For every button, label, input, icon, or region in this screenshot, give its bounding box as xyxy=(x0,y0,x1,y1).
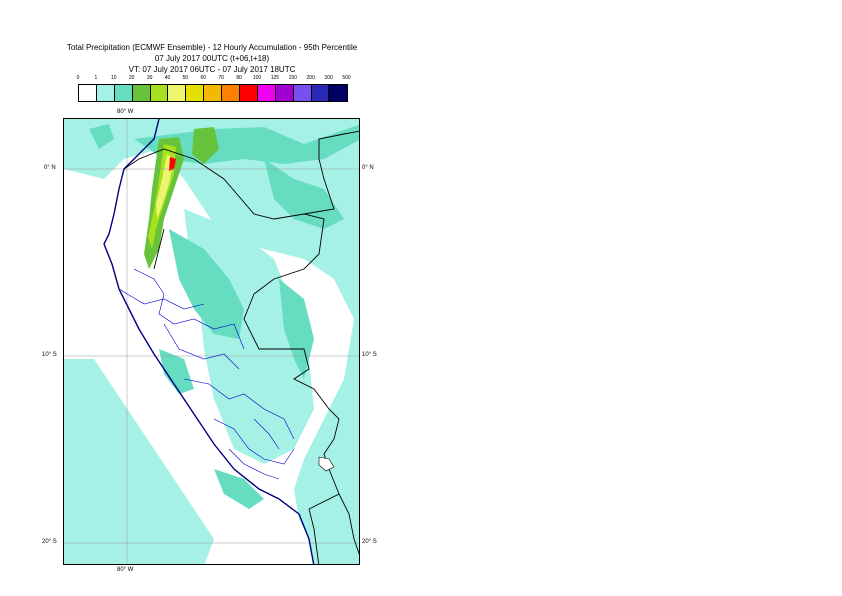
map-frame xyxy=(63,118,360,565)
title-line-1: Total Precipitation (ECMWF Ensemble) - 1… xyxy=(66,43,358,52)
precip-red xyxy=(169,157,176,171)
legend-tick-label: 80 xyxy=(236,75,242,81)
legend-tick-label: 40 xyxy=(164,75,171,81)
legend-tick-label: 10 xyxy=(111,75,117,81)
legend-tick-label: 50 xyxy=(182,75,189,81)
map-svg xyxy=(64,119,359,564)
coastline xyxy=(103,119,315,564)
legend-swatch xyxy=(96,85,115,101)
admin-borders xyxy=(118,268,295,480)
legend-tick-label: 70 xyxy=(218,75,224,81)
legend-tick-label: 125 xyxy=(270,75,280,81)
lat-label-0-left: 0° N xyxy=(44,165,56,171)
legend-tick-label: 500 xyxy=(342,75,351,81)
title-line-2: 07 July 2017 00UTC (t+06,t+18) xyxy=(154,54,270,63)
lat-label-20-right: 20° S xyxy=(362,539,377,545)
legend-tick-label: 150 xyxy=(288,75,297,81)
lat-label-10-right: 10° S xyxy=(362,352,377,358)
legend-swatch xyxy=(240,85,258,101)
legend-swatch xyxy=(329,85,348,101)
legend-tick-label: 300 xyxy=(324,75,333,81)
legend-tick-label: 30 xyxy=(146,75,153,81)
legend-swatch xyxy=(114,85,133,101)
legend-swatch xyxy=(293,85,312,101)
legend-swatch xyxy=(311,85,330,101)
lat-label-10-left: 10° S xyxy=(42,352,57,358)
precip-light xyxy=(64,119,359,564)
lake xyxy=(318,456,335,472)
legend-swatch xyxy=(150,85,169,101)
legend-swatches xyxy=(78,84,349,102)
lon-label-top: 80° W xyxy=(117,109,134,115)
legend-swatch xyxy=(275,85,294,101)
legend-tick-label: 100 xyxy=(252,75,262,81)
legend-swatch xyxy=(222,85,241,101)
legend-tick-label: 60 xyxy=(200,75,207,81)
legend-swatch xyxy=(204,85,223,101)
legend-tick-label: 0 xyxy=(76,75,80,81)
graticule xyxy=(64,119,359,564)
legend-swatch xyxy=(186,85,205,101)
national-borders xyxy=(123,130,359,564)
legend-swatch xyxy=(79,85,97,101)
legend-tick-label: 1 xyxy=(94,75,98,81)
legend-tick-label: 20 xyxy=(128,75,135,81)
legend-tick-label: 200 xyxy=(306,75,315,81)
legend-swatch xyxy=(132,85,151,101)
precip-cyan xyxy=(89,124,359,509)
legend-swatch xyxy=(257,85,276,101)
legend-swatch xyxy=(168,85,187,101)
title-line-3: VT: 07 July 2017 06UTC - 07 July 2017 18… xyxy=(128,65,296,74)
lat-label-20-left: 20° S xyxy=(42,539,57,545)
lat-label-0-right: 0° N xyxy=(362,165,374,171)
lon-label-bottom: 80° W xyxy=(117,567,134,573)
